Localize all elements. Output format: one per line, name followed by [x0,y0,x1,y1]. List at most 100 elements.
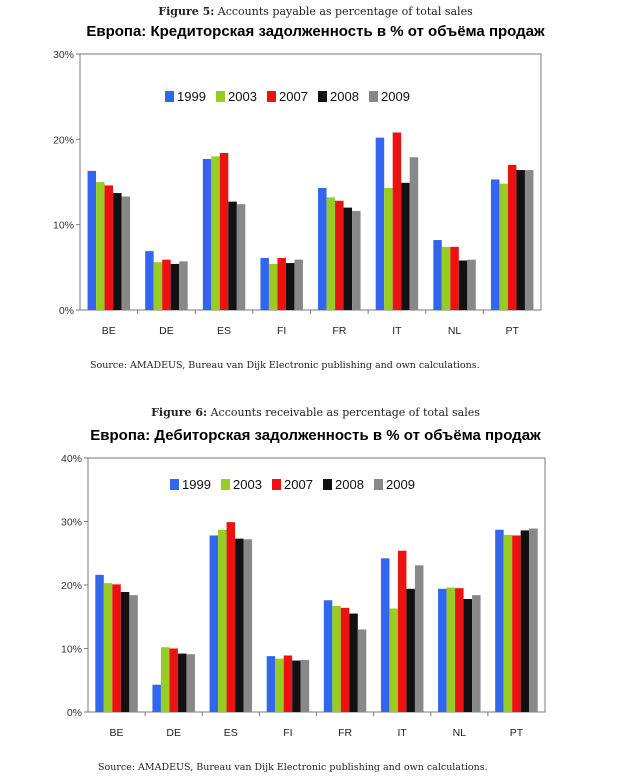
bar-NL-2003 [446,587,456,712]
category-label: DE [166,727,181,739]
bar-FR-2003 [326,197,336,310]
y-tick-label: 30% [53,49,74,61]
figure-5-label: Figure 5: [158,5,215,18]
figure-5-text: Accounts payable as percentage of total … [217,5,473,18]
bar-FI-2008 [285,263,295,310]
bar-FR-2008 [343,207,353,310]
bar-FR-2009 [352,211,361,310]
figure-6-label: Figure 6: [151,406,208,419]
bar-NL-1999 [433,240,442,310]
bar-FR-2009 [357,629,367,712]
y-tick-label: 20% [61,580,82,592]
bar-DE-2003 [160,647,170,712]
legend-label-2007: 2007 [279,89,308,104]
bar-ES-2009 [243,539,253,712]
bar-FI-2007 [283,655,293,712]
bar-DE-1999 [152,684,161,712]
bar-BE-2007 [104,185,114,310]
legend-swatch-2009 [374,479,383,490]
bar-PT-2003 [503,534,513,712]
bar-DE-2007 [169,648,178,712]
bar-IT-2003 [389,608,398,712]
category-label: IT [398,727,408,739]
category-label: FR [332,325,346,337]
category-label: PT [510,727,524,739]
category-label: DE [159,325,174,337]
bar-BE-2009 [129,595,138,712]
bar-NL-2009 [472,595,481,712]
bar-NL-2007 [450,246,459,310]
bar-DE-2009 [186,654,195,712]
category-label: ES [217,325,231,337]
bar-PT-2008 [516,170,525,310]
bar-ES-2007 [219,152,229,310]
legend-swatch-2003 [221,479,230,490]
bar-IT-2008 [401,182,410,310]
bar-PT-2003 [499,183,508,310]
y-tick-label: 0% [67,707,82,719]
bar-NL-2003 [441,246,451,310]
bar-PT-1999 [490,179,500,310]
legend-label-2003: 2003 [228,89,257,104]
y-tick-label: 10% [61,644,82,656]
bar-BE-2003 [103,583,113,712]
y-tick-label: 40% [61,453,82,465]
category-label: IT [392,325,402,337]
category-label: NL [453,727,467,739]
chart-2-source: Source: AMADEUS, Bureau van Dijk Electro… [98,762,488,773]
legend-swatch-2007 [267,91,276,102]
bar-FR-2008 [349,613,358,712]
category-label: BE [110,727,124,739]
legend-swatch-2003 [216,91,225,102]
bar-ES-2008 [235,538,244,712]
legend-swatch-2008 [318,91,327,102]
bar-NL-2008 [458,260,468,310]
accounts-payable-chart: 0% 10% 20% 30% BE DE ES FI FR IT NL PT 1999 2003 2007 2… [53,49,542,337]
bar-FR-2003 [332,605,341,712]
bar-FI-2003 [275,658,284,712]
accounts-receivable-chart: 0% 10% 20% 30% 40% BE DE ES FI FR IT NL PT 1999 2003 20… [61,453,546,739]
figure-6-caption: Figure 6: Accounts receivable as percent… [0,406,631,419]
chart-1-source: Source: AMADEUS, Bureau van Dijk Electro… [90,360,480,371]
category-label: ES [224,727,238,739]
legend-swatch-1999 [165,91,174,102]
figure-6-text: Accounts receivable as percentage of tot… [210,406,480,419]
bar-PT-1999 [495,529,504,712]
bar-PT-2007 [507,164,517,310]
bar-ES-2009 [236,204,246,310]
bar-NL-2007 [455,588,464,712]
y-tick-label: 20% [53,134,74,146]
legend-label-2009: 2009 [386,477,415,492]
bar-DE-2003 [153,262,163,310]
chart-2-title: Европа: Дебиторская задолженность в % от… [90,427,541,444]
bar-NL-2008 [463,598,473,712]
bar-ES-2003 [211,156,220,310]
legend-label-2008: 2008 [330,89,359,104]
bar-NL-1999 [438,588,447,712]
figure-5-caption: Figure 5: Accounts payable as percentage… [0,5,631,18]
category-label: PT [505,325,519,337]
legend-label-2003: 2003 [233,477,262,492]
bar-BE-2008 [113,193,122,310]
bar-IT-1999 [375,137,385,310]
bar-BE-2003 [96,182,105,310]
legend-label-1999: 1999 [182,477,211,492]
bar-FI-2003 [268,263,278,310]
bar-FR-2007 [340,607,350,712]
category-label: BE [102,325,116,337]
bar-FI-2009 [300,659,310,712]
bar-BE-1999 [95,574,104,712]
bar-BE-2007 [112,584,121,712]
bar-IT-2003 [384,187,393,310]
bar-BE-2008 [120,591,130,712]
bar-PT-2007 [512,535,521,712]
y-tick-label: 10% [53,220,74,232]
bar-NL-2009 [467,259,476,310]
bar-IT-2007 [397,550,407,712]
bar-ES-2007 [226,522,236,712]
bar-DE-2008 [170,263,180,310]
bar-FI-2007 [277,257,286,310]
chart-1-title: Европа: Кредиторская задолженность в % о… [86,23,545,40]
category-label: FR [338,727,352,739]
legend-label-2009: 2009 [381,89,410,104]
